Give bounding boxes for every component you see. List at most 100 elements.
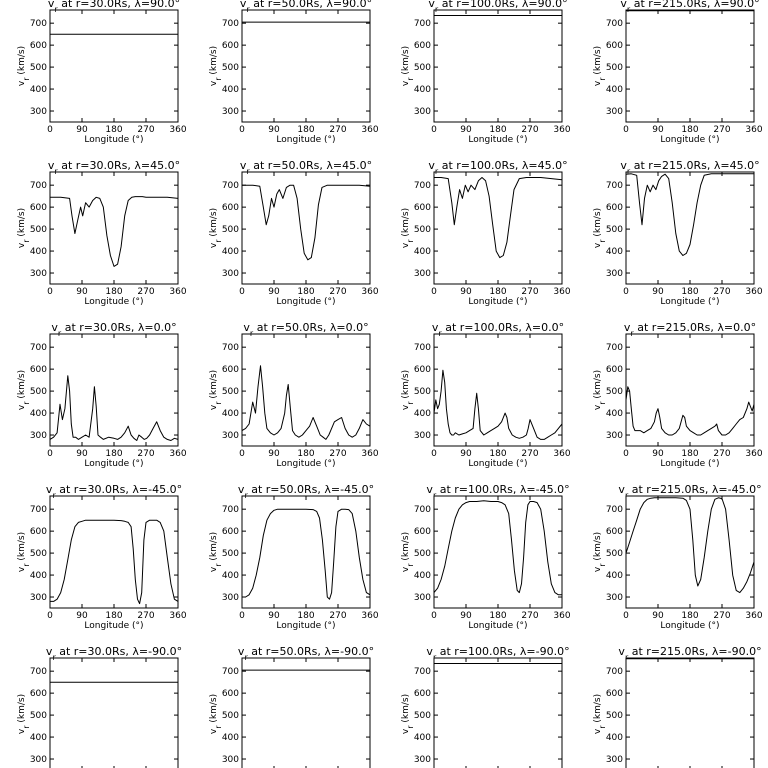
y-tick-label: 700	[414, 667, 431, 677]
x-tick-label: 90	[460, 287, 472, 297]
x-tick-label: 90	[76, 125, 88, 135]
x-tick-label: 270	[137, 287, 154, 297]
x-tick-label: 180	[489, 125, 506, 135]
panel-title: vr at r=215.0Rs, λ=45.0°	[620, 159, 759, 176]
y-tick-label: 500	[222, 225, 239, 235]
panel: vr at r=50.0Rs, λ=-90.0°0901802703603004…	[209, 645, 374, 768]
y-tick-label: 300	[222, 269, 239, 279]
x-tick-label: 180	[297, 287, 314, 297]
y-tick-label: 700	[222, 19, 239, 29]
y-tick-label: 700	[30, 181, 47, 191]
y-tick-label: 500	[30, 549, 47, 559]
y-tick-label: 500	[30, 63, 47, 73]
y-tick-label: 700	[414, 181, 431, 191]
series-line	[625, 386, 755, 436]
y-tick-label: 400	[606, 85, 623, 95]
x-tick-label: 270	[713, 287, 730, 297]
x-tick-label: 0	[239, 449, 245, 459]
panel: vr at r=30.0Rs, λ=90.0°0 90 180 270 36030040…	[17, 0, 187, 145]
x-axis-label: Longitude (°)	[660, 459, 719, 469]
x-tick-label: 90	[268, 125, 280, 135]
series-line	[242, 184, 371, 261]
y-tick-label: 300	[222, 107, 239, 117]
y-tick-label: 400	[414, 571, 431, 581]
y-tick-label: 400	[30, 409, 47, 419]
x-tick-label: 90	[76, 287, 88, 297]
x-tick-label: 360	[169, 125, 186, 135]
y-tick-label: 700	[606, 19, 623, 29]
y-axis-label: vr (km/s)	[17, 208, 31, 248]
plot-frame	[241, 657, 371, 768]
series-line	[241, 365, 371, 440]
x-axis-label: Longitude (°)	[468, 297, 527, 307]
x-tick-label: 180	[105, 125, 122, 135]
x-tick-label: 90	[652, 287, 664, 297]
plot-frame	[433, 9, 563, 123]
panel-title: vr at r=100.0Rs, λ=0.0°	[432, 321, 564, 338]
y-axis-label: vr (km/s)	[209, 46, 223, 86]
y-tick-label: 500	[222, 711, 239, 721]
x-tick-label: 360	[169, 449, 186, 459]
panel-title: vr at r=30.0Rs, λ=45.0°	[48, 159, 180, 176]
x-tick-label: 0	[431, 287, 437, 297]
y-tick-label: 600	[30, 527, 47, 537]
x-tick-label: 0	[239, 611, 245, 621]
x-tick-label: 0	[431, 611, 437, 621]
panel-title: vr at r=100.0Rs, λ=-90.0°	[426, 645, 569, 662]
x-tick-label: 0	[431, 449, 437, 459]
x-tick-label: 360	[553, 449, 570, 459]
x-tick-label: 180	[105, 287, 122, 297]
y-tick-label: 700	[606, 181, 623, 191]
y-tick-label: 500	[606, 225, 623, 235]
y-tick-label: 300	[222, 593, 239, 603]
plot-frame	[625, 171, 755, 285]
y-tick-label: 400	[222, 247, 239, 257]
x-tick-label: 0	[47, 449, 53, 459]
panel: vr at r=215.0Rs, λ=45.0° 0 90 180 270 360 300 4…	[593, 159, 763, 307]
y-axis-label: vr (km/s)	[593, 46, 607, 86]
x-tick-label: 360	[361, 611, 378, 621]
y-tick-label: 300	[606, 431, 623, 441]
y-tick-label: 700	[222, 343, 239, 353]
series-line	[625, 497, 755, 594]
series-line	[242, 508, 371, 600]
x-tick-label: 270	[713, 449, 730, 459]
x-tick-label: 90	[652, 125, 664, 135]
y-tick-label: 600	[414, 527, 431, 537]
series-line	[49, 375, 179, 441]
series-line	[50, 196, 179, 267]
plot-frame	[49, 657, 179, 768]
y-tick-label: 300	[414, 593, 431, 603]
x-tick-label: 180	[105, 611, 122, 621]
x-tick-label: 90	[460, 125, 472, 135]
series-line	[433, 500, 562, 596]
y-tick-label: 600	[606, 527, 623, 537]
y-tick-label: 700	[30, 19, 47, 29]
x-tick-label: 180	[681, 449, 698, 459]
x-tick-label: 0	[623, 287, 629, 297]
y-tick-label: 700	[606, 667, 623, 677]
x-tick-label: 90	[268, 287, 280, 297]
y-axis-label: vr (km/s)	[17, 532, 31, 572]
x-tick-label: 180	[105, 449, 122, 459]
plot-frame	[433, 171, 563, 285]
x-tick-label: 270	[137, 125, 154, 135]
panel: vr at r=215.0Rs, λ=-45.0° 0 90 180 270 360 300…	[593, 483, 763, 631]
x-tick-label: 360	[745, 287, 762, 297]
y-tick-label: 300	[222, 431, 239, 441]
x-tick-label: 360	[361, 125, 378, 135]
y-tick-label: 400	[30, 571, 47, 581]
x-tick-label: 90	[652, 449, 664, 459]
x-tick-label: 90	[652, 611, 664, 621]
y-tick-label: 300	[606, 593, 623, 603]
y-axis-label: vr (km/s)	[209, 208, 223, 248]
x-tick-label: 360	[553, 287, 570, 297]
y-tick-label: 400	[414, 247, 431, 257]
panel-title: vr at r=50.0Rs, λ=-90.0°	[238, 645, 374, 662]
y-axis-label: vr (km/s)	[209, 370, 223, 410]
plot-frame	[433, 657, 563, 768]
y-axis-label: vr (km/s)	[209, 532, 223, 572]
y-tick-label: 600	[606, 365, 623, 375]
x-tick-label: 360	[745, 611, 762, 621]
x-tick-label: 0	[47, 611, 53, 621]
